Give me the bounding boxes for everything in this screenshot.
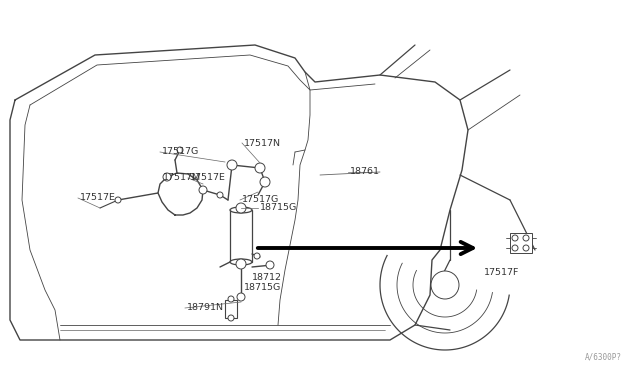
Circle shape bbox=[163, 173, 171, 181]
Circle shape bbox=[255, 163, 265, 173]
Text: 17517E: 17517E bbox=[80, 193, 116, 202]
Circle shape bbox=[260, 177, 270, 187]
Ellipse shape bbox=[230, 259, 252, 265]
Ellipse shape bbox=[230, 207, 252, 213]
Text: 17517F: 17517F bbox=[484, 268, 520, 277]
Text: 17517G: 17517G bbox=[242, 196, 279, 205]
Text: 17517G: 17517G bbox=[162, 148, 199, 157]
Circle shape bbox=[236, 203, 246, 213]
Circle shape bbox=[266, 261, 274, 269]
Text: 18761: 18761 bbox=[350, 167, 380, 176]
Text: 17517N: 17517N bbox=[244, 138, 281, 148]
Circle shape bbox=[254, 253, 260, 259]
Circle shape bbox=[227, 160, 237, 170]
Bar bbox=[510, 233, 532, 253]
Circle shape bbox=[523, 235, 529, 241]
Circle shape bbox=[217, 192, 223, 198]
Text: 17517M: 17517M bbox=[163, 173, 201, 183]
Text: 17517E: 17517E bbox=[190, 173, 226, 183]
Circle shape bbox=[228, 296, 234, 302]
Text: 18715G: 18715G bbox=[260, 203, 297, 212]
Circle shape bbox=[177, 147, 183, 153]
Circle shape bbox=[115, 197, 121, 203]
Bar bbox=[230, 210, 252, 262]
Circle shape bbox=[431, 271, 459, 299]
Text: 18791N: 18791N bbox=[187, 304, 224, 312]
Circle shape bbox=[228, 315, 234, 321]
Circle shape bbox=[236, 259, 246, 269]
Circle shape bbox=[237, 293, 245, 301]
Text: A/6300P?: A/6300P? bbox=[585, 353, 622, 362]
Bar bbox=[225, 300, 237, 318]
Circle shape bbox=[199, 186, 207, 194]
Polygon shape bbox=[10, 45, 468, 340]
Text: 18712: 18712 bbox=[252, 273, 282, 282]
Circle shape bbox=[512, 245, 518, 251]
Text: 18715G: 18715G bbox=[244, 283, 281, 292]
Circle shape bbox=[512, 235, 518, 241]
Circle shape bbox=[523, 245, 529, 251]
